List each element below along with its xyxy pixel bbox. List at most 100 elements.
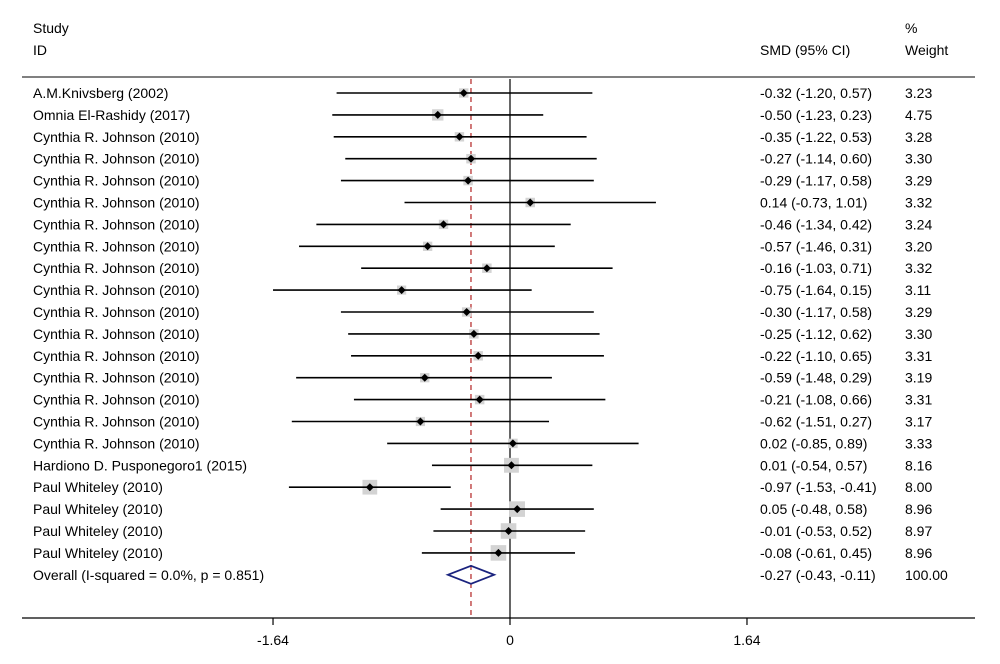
study-row: Paul Whiteley (2010) -0.01 (-0.53, 0.52) 8…	[33, 523, 932, 539]
study-row: Cynthia R. Johnson (2010) -0.29 (-1.17, 0…	[33, 173, 932, 189]
weight-label: 8.00	[905, 479, 932, 495]
study-row: Cynthia R. Johnson (2010) -0.57 (-1.46, 0…	[33, 238, 932, 254]
study-row: Cynthia R. Johnson (2010) -0.16 (-1.03, 0…	[33, 260, 932, 276]
study-row: Paul Whiteley (2010) -0.97 (-1.53, -0.41)…	[33, 479, 932, 495]
point-estimate	[455, 132, 464, 141]
point-estimate	[494, 548, 503, 557]
point-estimate	[365, 483, 374, 492]
study-row: A.M.Knivsberg (2002) -0.32 (-1.20, 0.57) 3…	[33, 85, 932, 101]
point-estimate	[475, 395, 484, 404]
overall-ci-label: -0.27 (-0.43, -0.11)	[760, 567, 876, 583]
study-row: Cynthia R. Johnson (2010) -0.46 (-1.34, 0…	[33, 216, 932, 232]
header-id-label: ID	[33, 42, 47, 58]
point-estimate	[420, 373, 429, 382]
study-id-label: Cynthia R. Johnson (2010)	[33, 282, 200, 298]
study-row: Cynthia R. Johnson (2010) -0.35 (-1.22, 0…	[33, 129, 932, 145]
smd-ci-label: -0.57 (-1.46, 0.31)	[760, 238, 872, 254]
study-id-label: Omnia El-Rashidy (2017)	[33, 107, 190, 123]
weight-label: 3.31	[905, 392, 932, 408]
weight-label: 3.28	[905, 129, 932, 145]
study-id-label: Cynthia R. Johnson (2010)	[33, 173, 200, 189]
point-estimate	[504, 527, 513, 535]
study-row: Cynthia R. Johnson (2010) -0.62 (-1.51, 0…	[33, 414, 932, 430]
weight-label: 8.16	[905, 457, 932, 473]
weight-label: 3.20	[905, 238, 932, 254]
study-row: Paul Whiteley (2010) 0.05 (-0.48, 0.58) 8.…	[33, 501, 932, 517]
study-id-label: Cynthia R. Johnson (2010)	[33, 326, 200, 342]
smd-ci-label: -0.35 (-1.22, 0.53)	[760, 129, 872, 145]
smd-ci-label: -0.32 (-1.20, 0.57)	[760, 85, 872, 101]
weight-label: 3.17	[905, 414, 932, 430]
study-row: Hardiono D. Pusponegoro1 (2015) 0.01 (-0.…	[33, 457, 932, 473]
smd-ci-label: -0.75 (-1.64, 0.15)	[760, 282, 872, 298]
smd-ci-label: -0.59 (-1.48, 0.29)	[760, 370, 872, 386]
smd-ci-label: -0.25 (-1.12, 0.62)	[760, 326, 872, 342]
study-id-label: Hardiono D. Pusponegoro1 (2015)	[33, 457, 247, 473]
header-weight-label: Weight	[905, 42, 948, 58]
smd-ci-label: 0.02 (-0.85, 0.89)	[760, 435, 867, 451]
study-row: Cynthia R. Johnson (2010) -0.25 (-1.12, 0…	[33, 326, 932, 342]
overall-diamond	[445, 564, 497, 585]
study-row: Cynthia R. Johnson (2010) 0.02 (-0.85, 0.…	[33, 435, 932, 451]
study-row: Cynthia R. Johnson (2010) -0.75 (-1.64, 0…	[33, 282, 931, 298]
study-id-label: Cynthia R. Johnson (2010)	[33, 238, 200, 254]
overall-row: Overall (I-squared = 0.0%, p = 0.851) -0.…	[33, 564, 948, 585]
study-id-label: Paul Whiteley (2010)	[33, 545, 163, 561]
smd-ci-label: -0.97 (-1.53, -0.41)	[760, 479, 877, 495]
point-estimate	[474, 351, 483, 360]
study-row: Cynthia R. Johnson (2010) -0.59 (-1.48, 0…	[33, 370, 932, 386]
study-row: Cynthia R. Johnson (2010) 0.14 (-0.73, 1.…	[33, 195, 932, 211]
smd-ci-label: 0.01 (-0.54, 0.57)	[760, 457, 867, 473]
header-smd-label: SMD (95% CI)	[760, 42, 850, 58]
smd-ci-label: -0.62 (-1.51, 0.27)	[760, 414, 872, 430]
header: Study ID SMD (95% CI) % Weight	[33, 20, 948, 58]
weight-label: 8.97	[905, 523, 932, 539]
point-estimate	[482, 264, 491, 273]
weight-label: 3.29	[905, 304, 932, 320]
weight-label: 4.75	[905, 107, 932, 123]
smd-ci-label: -0.29 (-1.17, 0.58)	[760, 173, 872, 189]
weight-label: 3.24	[905, 216, 932, 232]
smd-ci-label: -0.08 (-0.61, 0.45)	[760, 545, 872, 561]
x-tick-label: 1.64	[733, 632, 760, 648]
study-id-label: Cynthia R. Johnson (2010)	[33, 435, 200, 451]
header-study-label: Study	[33, 20, 69, 36]
point-estimate	[466, 154, 475, 163]
smd-ci-label: -0.22 (-1.10, 0.65)	[760, 348, 872, 364]
study-id-label: Cynthia R. Johnson (2010)	[33, 304, 200, 320]
weight-label: 3.33	[905, 435, 932, 451]
smd-ci-label: 0.14 (-0.73, 1.01)	[760, 195, 867, 211]
point-estimate	[507, 461, 516, 470]
weight-label: 3.23	[905, 85, 932, 101]
point-estimate	[464, 176, 473, 185]
weight-label: 3.30	[905, 151, 932, 167]
study-id-label: Cynthia R. Johnson (2010)	[33, 260, 200, 276]
x-axis: -1.64 0 1.64	[22, 617, 975, 648]
study-rows: A.M.Knivsberg (2002) -0.32 (-1.20, 0.57) 3…	[33, 85, 932, 561]
point-estimate	[397, 286, 406, 295]
smd-ci-label: -0.46 (-1.34, 0.42)	[760, 216, 872, 232]
x-tick-label: -1.64	[257, 632, 289, 648]
study-id-label: Cynthia R. Johnson (2010)	[33, 370, 200, 386]
point-estimate	[513, 505, 522, 514]
smd-ci-label: -0.30 (-1.17, 0.58)	[760, 304, 872, 320]
header-percent-label: %	[905, 20, 917, 36]
point-estimate	[423, 242, 432, 251]
study-row: Cynthia R. Johnson (2010) -0.21 (-1.08, 0…	[33, 392, 932, 408]
study-id-label: Cynthia R. Johnson (2010)	[33, 129, 200, 145]
study-row: Paul Whiteley (2010) -0.08 (-0.61, 0.45) 8…	[33, 545, 932, 561]
smd-ci-label: -0.50 (-1.23, 0.23)	[760, 107, 872, 123]
study-id-label: Cynthia R. Johnson (2010)	[33, 195, 200, 211]
study-id-label: Paul Whiteley (2010)	[33, 479, 163, 495]
study-id-label: Paul Whiteley (2010)	[33, 523, 163, 539]
study-id-label: Cynthia R. Johnson (2010)	[33, 348, 200, 364]
study-id-label: Paul Whiteley (2010)	[33, 501, 163, 517]
point-estimate	[508, 439, 517, 448]
weight-label: 3.30	[905, 326, 932, 342]
study-row: Cynthia R. Johnson (2010) -0.30 (-1.17, 0…	[33, 304, 932, 320]
overall-label: Overall (I-squared = 0.0%, p = 0.851)	[33, 567, 264, 583]
weight-label: 3.32	[905, 195, 932, 211]
point-estimate	[416, 417, 425, 426]
weight-label: 3.29	[905, 173, 932, 189]
